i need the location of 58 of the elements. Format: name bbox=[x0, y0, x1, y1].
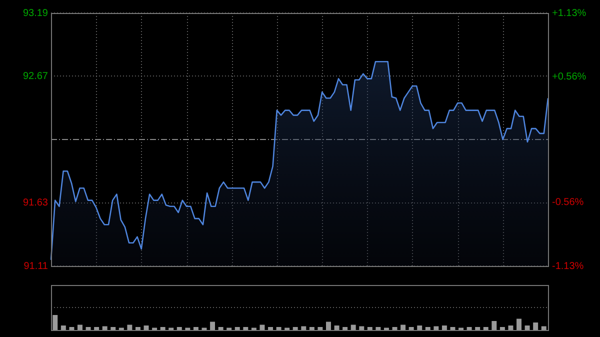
bar bbox=[334, 326, 340, 330]
bar bbox=[127, 324, 132, 330]
bar bbox=[135, 327, 140, 330]
bar bbox=[516, 318, 522, 330]
bar bbox=[434, 326, 439, 330]
bar bbox=[110, 327, 116, 330]
bar bbox=[78, 324, 82, 330]
bar bbox=[442, 326, 447, 330]
bar bbox=[475, 327, 480, 330]
bar bbox=[392, 327, 398, 330]
bar bbox=[524, 326, 530, 330]
bar bbox=[408, 327, 414, 330]
bar bbox=[541, 326, 546, 330]
bar bbox=[176, 327, 182, 330]
bar bbox=[309, 327, 314, 330]
y2-tick-label: +1.13% bbox=[552, 8, 586, 19]
bar bbox=[102, 326, 108, 330]
bar bbox=[86, 327, 91, 330]
bar bbox=[492, 321, 497, 330]
bar bbox=[367, 327, 372, 330]
y-tick-label: 93.19 bbox=[22, 8, 48, 19]
bar bbox=[350, 324, 356, 330]
bar bbox=[144, 326, 149, 330]
bar bbox=[376, 327, 381, 330]
bar bbox=[533, 322, 538, 330]
bar bbox=[292, 327, 298, 330]
bar bbox=[193, 327, 198, 330]
bar bbox=[160, 327, 166, 330]
y2-tick-label: -0.56% bbox=[552, 196, 584, 208]
bar bbox=[276, 327, 282, 330]
bar bbox=[243, 327, 248, 330]
y-tick-label: 91.11 bbox=[24, 260, 48, 272]
bar bbox=[52, 315, 58, 330]
y2-tick-label: -1.13% bbox=[552, 260, 584, 272]
bar bbox=[60, 326, 66, 330]
bar bbox=[400, 324, 406, 330]
bar bbox=[69, 327, 74, 330]
bar bbox=[417, 326, 422, 330]
bar bbox=[326, 322, 331, 330]
bar bbox=[234, 327, 240, 330]
bar bbox=[359, 326, 364, 330]
bar bbox=[94, 327, 100, 330]
y2-tick-label: +0.56% bbox=[552, 72, 586, 83]
bar bbox=[342, 327, 348, 330]
bar bbox=[500, 327, 505, 330]
y-tick-label: 91.63 bbox=[22, 198, 48, 208]
bar bbox=[260, 324, 265, 330]
y-tick-label: 92.67 bbox=[22, 71, 48, 82]
bar bbox=[210, 322, 216, 330]
bar bbox=[425, 327, 430, 330]
bar bbox=[301, 326, 306, 330]
bar bbox=[450, 327, 456, 330]
bar bbox=[508, 326, 514, 330]
bar bbox=[218, 327, 224, 330]
bar bbox=[483, 327, 488, 330]
bar bbox=[268, 327, 273, 330]
bar bbox=[318, 327, 323, 330]
bar bbox=[466, 327, 472, 330]
